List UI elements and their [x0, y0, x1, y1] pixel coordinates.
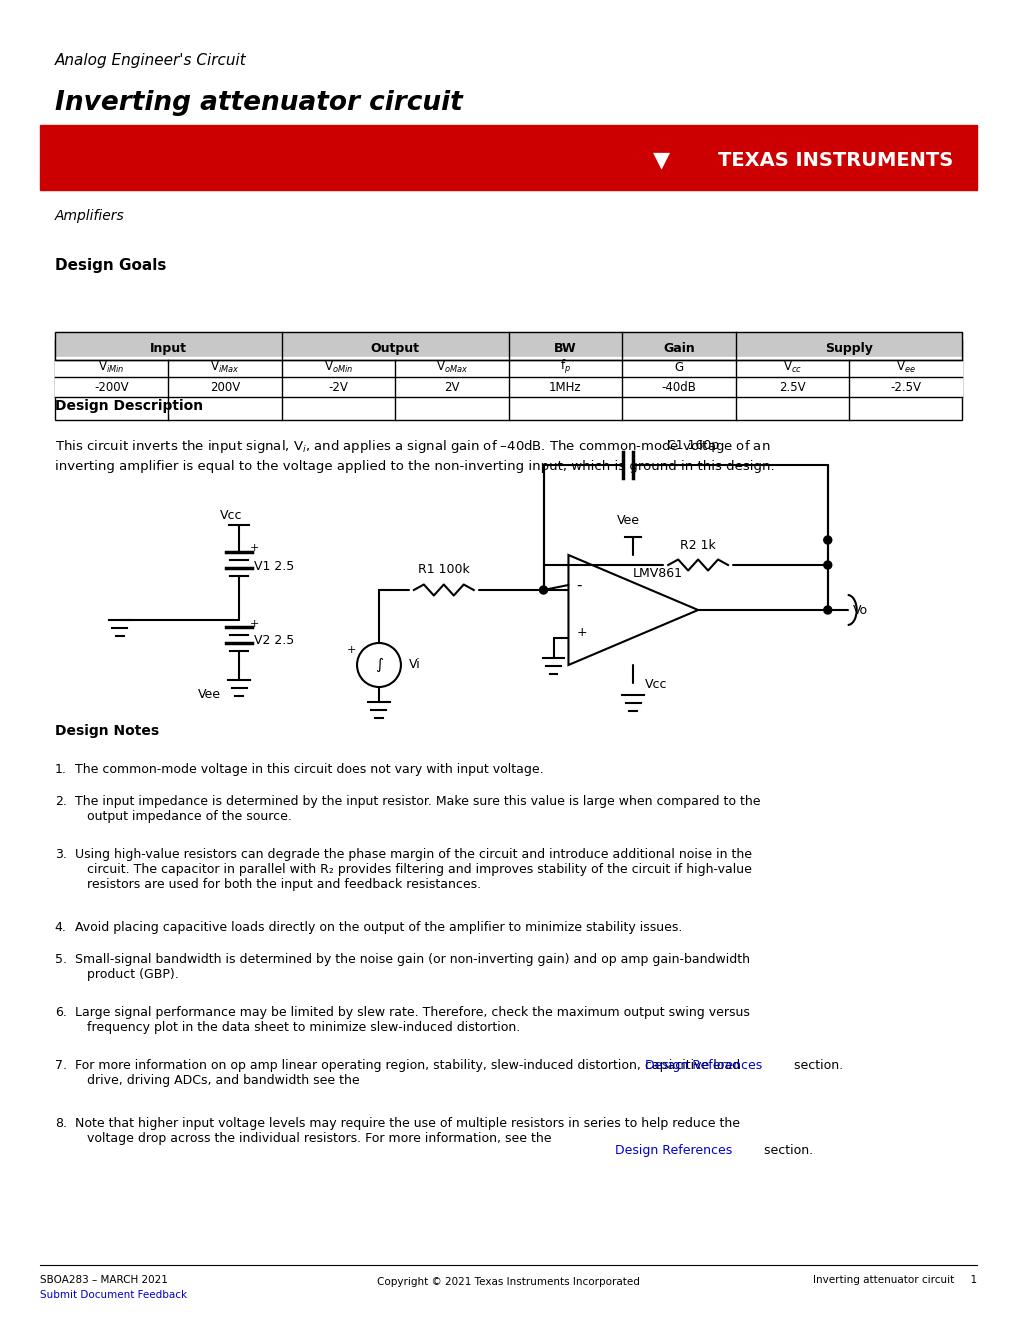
Text: Analog Engineer's Circuit: Analog Engineer's Circuit: [55, 53, 247, 69]
Text: Submit Document Feedback: Submit Document Feedback: [40, 1290, 186, 1300]
Text: +: +: [249, 619, 259, 630]
Text: +: +: [576, 626, 587, 639]
Text: f$_p$: f$_p$: [559, 359, 571, 376]
Text: -: -: [576, 578, 582, 593]
Text: SBOA283 – MARCH 2021: SBOA283 – MARCH 2021: [40, 1275, 167, 1284]
Text: Inverting attenuator circuit     1: Inverting attenuator circuit 1: [812, 1275, 976, 1284]
Text: 8.: 8.: [55, 1117, 67, 1130]
Text: ∫: ∫: [375, 657, 382, 672]
Text: 1MHz: 1MHz: [548, 381, 581, 393]
Text: -40dB: -40dB: [660, 381, 696, 393]
Text: 2.: 2.: [55, 795, 66, 808]
Text: Inverting attenuator circuit: Inverting attenuator circuit: [55, 90, 463, 116]
Text: V$_{ee}$: V$_{ee}$: [895, 360, 915, 375]
Text: Vo: Vo: [852, 603, 867, 616]
Text: -2.5V: -2.5V: [890, 381, 920, 393]
Text: Amplifiers: Amplifiers: [55, 209, 124, 223]
Text: V$_{iMax}$: V$_{iMax}$: [210, 360, 239, 375]
Text: LMV861: LMV861: [633, 568, 683, 579]
Text: Design Goals: Design Goals: [55, 257, 166, 273]
Text: 6.: 6.: [55, 1006, 66, 1019]
Text: -2V: -2V: [328, 381, 348, 393]
Bar: [55, 356, 962, 378]
Text: 7.: 7.: [55, 1059, 67, 1072]
Text: section.: section.: [759, 1143, 812, 1156]
Text: V$_{oMin}$: V$_{oMin}$: [323, 360, 353, 375]
Bar: [55, 378, 962, 397]
Text: Design Description: Design Description: [55, 399, 203, 413]
Text: 1.: 1.: [55, 763, 66, 776]
Text: G: G: [674, 360, 683, 374]
Text: Vcc: Vcc: [645, 678, 667, 692]
Text: Gain: Gain: [662, 342, 694, 355]
Text: V2 2.5: V2 2.5: [254, 634, 294, 647]
Text: Avoid placing capacitive loads directly on the output of the amplifier to minimi: Avoid placing capacitive loads directly …: [74, 921, 682, 935]
Text: C1 160p: C1 160p: [666, 440, 718, 451]
Text: Large signal performance may be limited by slew rate. Therefore, check the maxim: Large signal performance may be limited …: [74, 1006, 749, 1034]
Text: The input impedance is determined by the input resistor. Make sure this value is: The input impedance is determined by the…: [74, 795, 759, 822]
Text: Input: Input: [150, 342, 186, 355]
Text: R2 1k: R2 1k: [680, 539, 715, 552]
Text: V$_{cc}$: V$_{cc}$: [782, 360, 801, 375]
Circle shape: [823, 536, 830, 544]
Bar: [55, 333, 962, 360]
Text: 2V: 2V: [443, 381, 460, 393]
Text: +: +: [249, 543, 259, 553]
Text: Design References: Design References: [645, 1059, 762, 1072]
Text: 3.: 3.: [55, 847, 66, 861]
Bar: [40, 125, 976, 190]
Text: Vcc: Vcc: [219, 510, 242, 521]
Text: section.: section.: [789, 1059, 842, 1072]
Text: 5.: 5.: [55, 953, 67, 966]
Text: Output: Output: [370, 342, 419, 355]
Text: Note that higher input voltage levels may require the use of multiple resistors : Note that higher input voltage levels ma…: [74, 1117, 739, 1144]
Text: Small-signal bandwidth is determined by the noise gain (or non-inverting gain) a: Small-signal bandwidth is determined by …: [74, 953, 749, 981]
Text: 2.5V: 2.5V: [779, 381, 805, 393]
Bar: [55, 341, 962, 420]
Text: Design Notes: Design Notes: [55, 723, 159, 738]
Bar: [55, 333, 962, 360]
Text: V$_{oMax}$: V$_{oMax}$: [435, 360, 468, 375]
Text: 4.: 4.: [55, 921, 66, 935]
Circle shape: [823, 561, 830, 569]
Circle shape: [823, 606, 830, 614]
Text: For more information on op amp linear operating region, stability, slew-induced : For more information on op amp linear op…: [74, 1059, 739, 1086]
Text: BW: BW: [553, 342, 576, 355]
Text: The common-mode voltage in this circuit does not vary with input voltage.: The common-mode voltage in this circuit …: [74, 763, 543, 776]
Text: Using high-value resistors can degrade the phase margin of the circuit and intro: Using high-value resistors can degrade t…: [74, 847, 751, 891]
Text: -200V: -200V: [94, 381, 128, 393]
Text: Vee: Vee: [198, 688, 221, 701]
Text: V$_{iMin}$: V$_{iMin}$: [98, 360, 124, 375]
Text: ▼: ▼: [652, 150, 669, 170]
Text: 200V: 200V: [210, 381, 239, 393]
Text: V1 2.5: V1 2.5: [254, 560, 294, 573]
Text: +: +: [346, 645, 356, 655]
Text: Supply: Supply: [824, 342, 872, 355]
Text: R1 100k: R1 100k: [418, 564, 469, 576]
Text: TEXAS INSTRUMENTS: TEXAS INSTRUMENTS: [717, 150, 953, 170]
Circle shape: [539, 586, 547, 594]
Text: Vi: Vi: [409, 659, 420, 672]
Text: Design References: Design References: [614, 1143, 732, 1156]
Text: This circuit inverts the input signal, V$_i$, and applies a signal gain of –40dB: This circuit inverts the input signal, V…: [55, 438, 773, 473]
Text: Vee: Vee: [616, 513, 639, 527]
Text: Copyright © 2021 Texas Instruments Incorporated: Copyright © 2021 Texas Instruments Incor…: [377, 1276, 640, 1287]
